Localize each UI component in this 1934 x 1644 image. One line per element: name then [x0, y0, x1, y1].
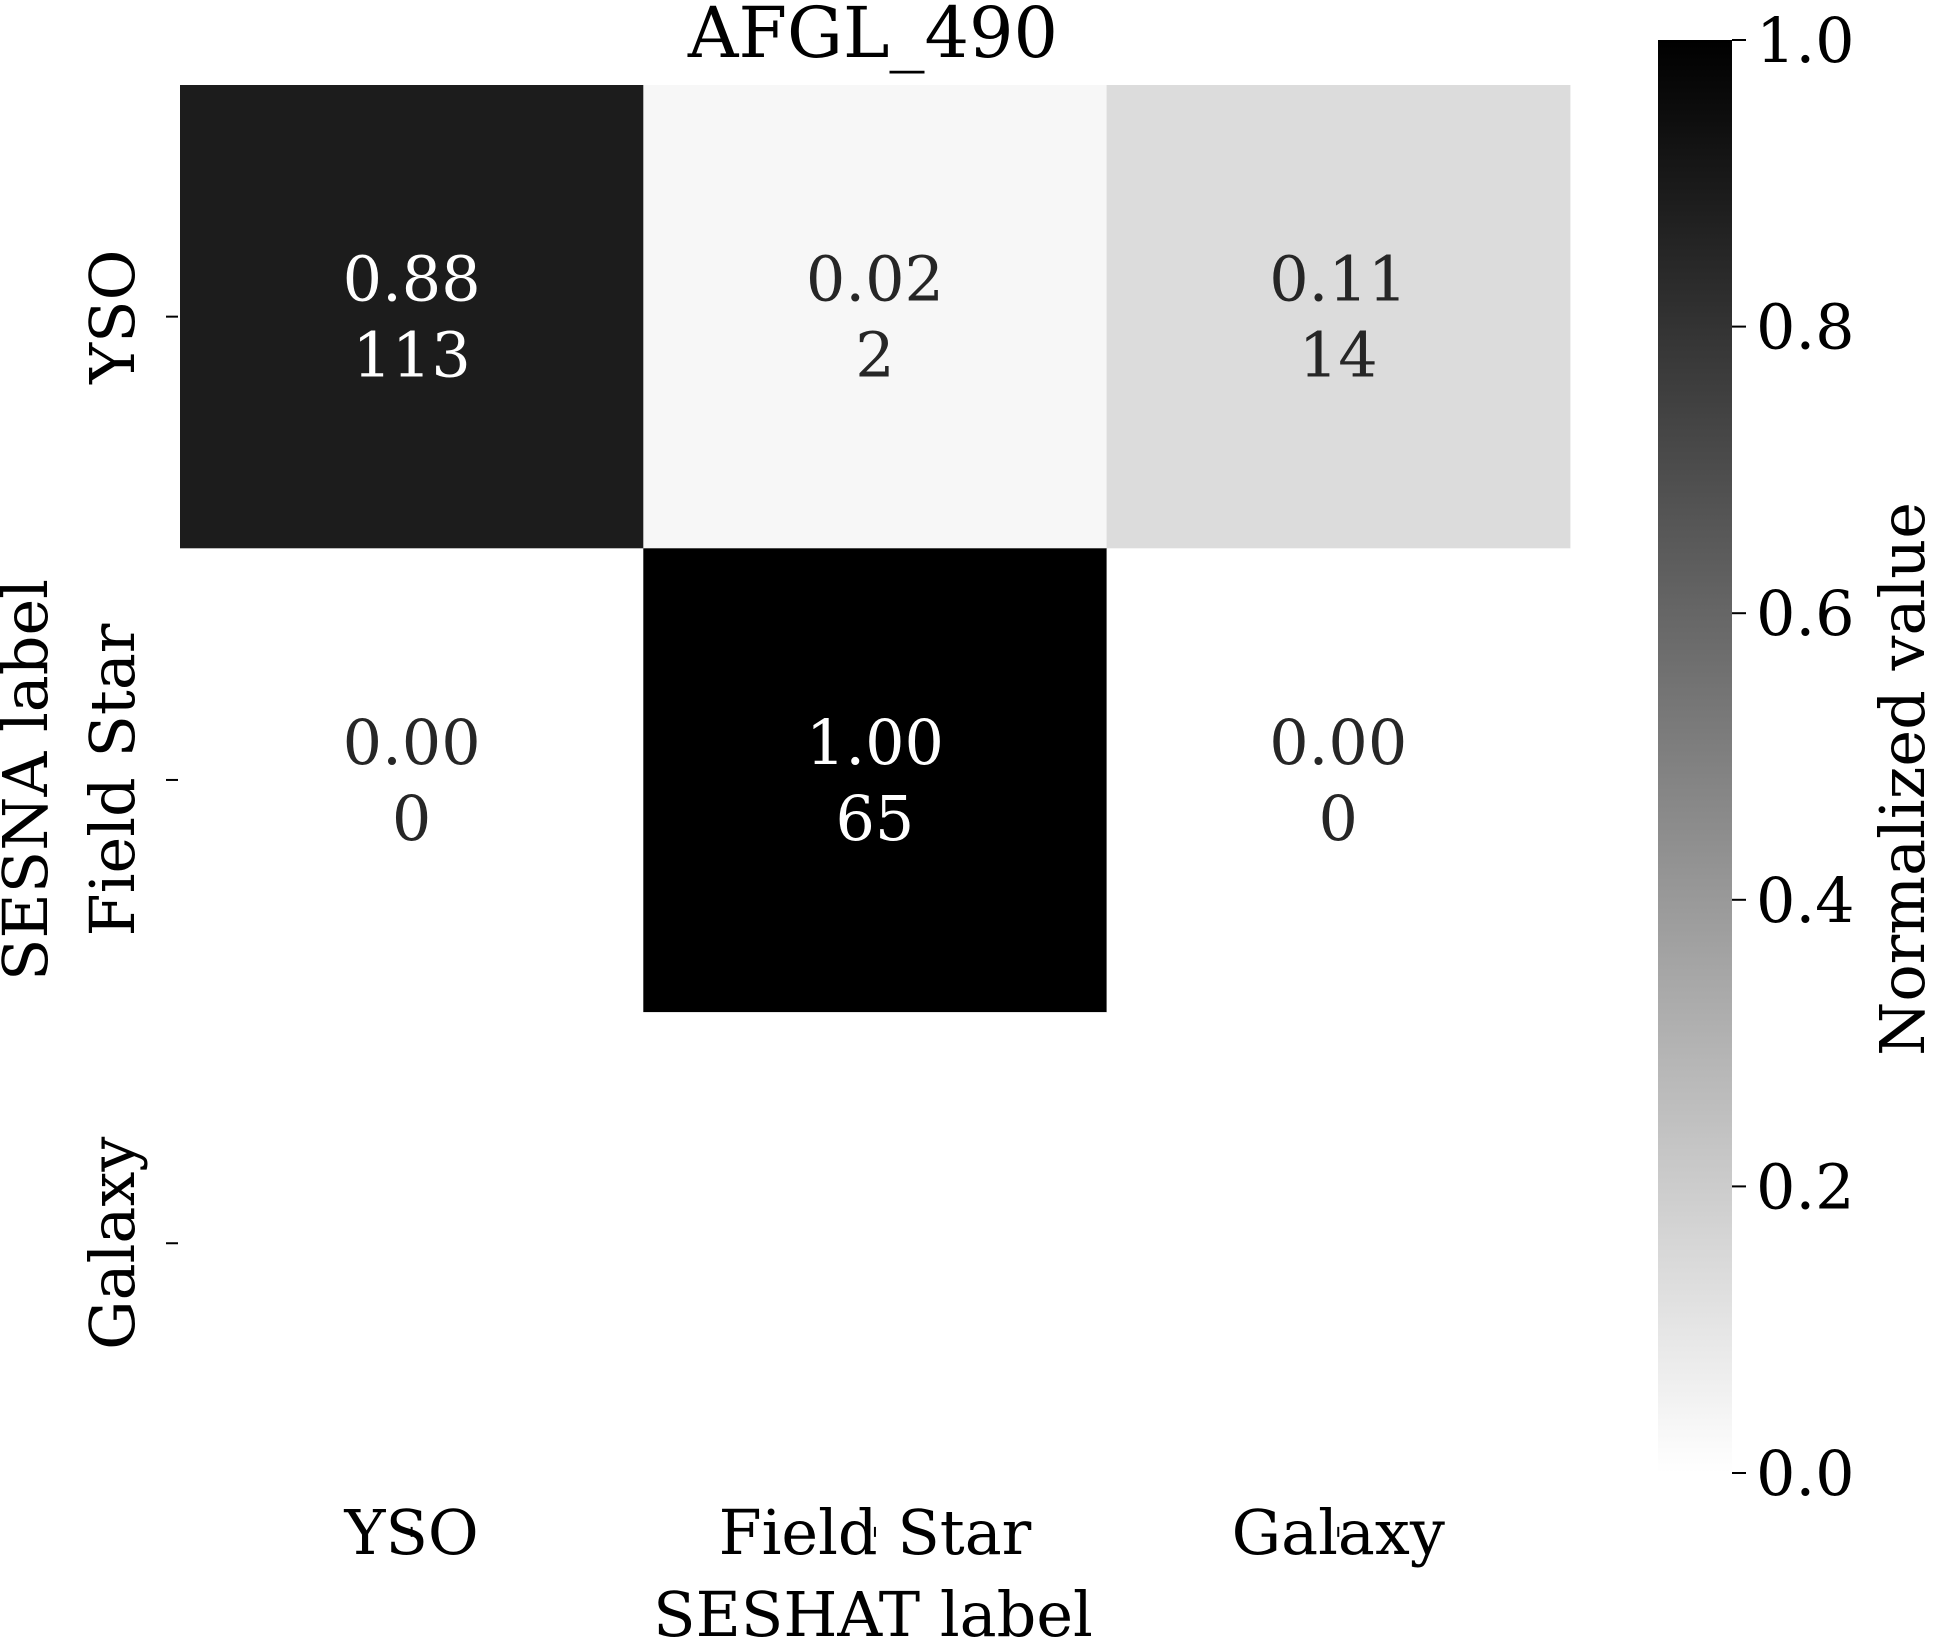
x-axis: YSO Field Star Galaxy: [344, 1496, 1445, 1569]
cell-value-label: 0.11: [1269, 243, 1407, 316]
y-tick-label: Field Star: [76, 623, 149, 936]
cell-count-label: 0: [392, 782, 431, 855]
heatmap-cell: [1106, 548, 1571, 1013]
cell-count-label: 2: [855, 319, 894, 392]
heatmap-cell: [180, 548, 644, 1013]
colorbar-tick-label: 0.8: [1756, 291, 1855, 364]
chart-title: AFGL_490: [687, 0, 1058, 74]
heatmap-cell: [1106, 85, 1571, 549]
heatmap-cell: [643, 548, 1108, 1013]
cell-count-label: 0: [1319, 782, 1358, 855]
x-axis-label: SESHAT label: [653, 1578, 1093, 1640]
heatmap-cell: [180, 85, 644, 549]
cell-count-label: 14: [1299, 319, 1378, 392]
cell-value-label: 0.02: [806, 243, 944, 316]
cell-value-label: 0.00: [343, 706, 481, 779]
heatmap-cell: [643, 85, 1108, 549]
y-tick-label: Galaxy: [76, 1137, 149, 1350]
cell-value-label: 0.88: [343, 243, 481, 316]
cell-value-label: 0.00: [1269, 706, 1407, 779]
x-tick-label: YSO: [344, 1496, 479, 1569]
colorbar-tick-label: 0.2: [1756, 1150, 1855, 1223]
cell-count-label: 65: [835, 782, 914, 855]
x-tick-label: Galaxy: [1232, 1496, 1445, 1569]
cell-value-label: 1.00: [806, 706, 944, 779]
colorbar-label: Normalized value: [1866, 502, 1934, 1056]
colorbar-ticks: 0.0 0.2 0.4 0.6 0.8 1.0: [1732, 4, 1855, 1510]
cell-count-label: 113: [352, 319, 470, 392]
colorbar-tick-label: 1.0: [1756, 4, 1855, 77]
colorbar: [1658, 40, 1732, 1473]
y-tick-label: YSO: [76, 250, 149, 385]
heatmap-cells: [180, 85, 1571, 1013]
colorbar-tick-label: 0.4: [1756, 864, 1855, 937]
colorbar-tick-label: 0.6: [1756, 577, 1855, 650]
y-axis-label: SESNA label: [0, 579, 62, 981]
y-axis: YSO Field Star Galaxy: [76, 250, 178, 1350]
colorbar-tick-label: 0.0: [1756, 1437, 1855, 1510]
x-tick-label: Field Star: [719, 1496, 1032, 1569]
